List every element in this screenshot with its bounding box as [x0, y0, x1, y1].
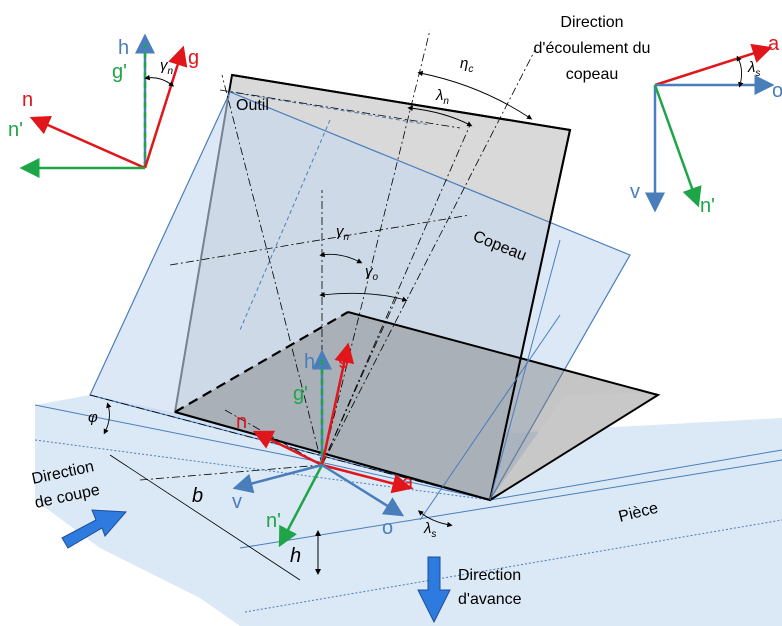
vector-n [252, 430, 323, 467]
angle-arc [417, 70, 533, 120]
edge [34, 439, 491, 501]
feed-label: Direction [458, 567, 521, 584]
angle-symbol: γ [365, 263, 374, 280]
vector-label: o [772, 80, 782, 102]
construction-line [139, 464, 323, 481]
angle-symbol: γ [336, 223, 345, 240]
vector-label: n' [700, 195, 715, 217]
vector-o [321, 463, 405, 517]
angle-label: ηc [460, 55, 473, 75]
angle-subscript: s [431, 529, 436, 540]
angle-symbol: γ [160, 57, 169, 74]
edge [231, 74, 572, 501]
feed-arrow [417, 556, 451, 624]
edge [244, 519, 782, 613]
cut-arrow [61, 509, 128, 549]
vector-label: h [118, 37, 129, 59]
flow-label: copeau [566, 66, 619, 83]
vector-n-prime [278, 464, 324, 548]
edge [229, 91, 431, 126]
angle-label: γn [336, 223, 350, 243]
angle-subscript: c [468, 64, 473, 75]
vector-label: a [402, 472, 414, 494]
vector-v [232, 463, 323, 494]
angle-arc [407, 105, 473, 127]
angle-symbol: η [460, 55, 468, 72]
vector-label: n' [266, 510, 281, 532]
vector-label: h [304, 351, 315, 373]
angle-label: γo [365, 263, 379, 283]
construction-line [221, 74, 323, 466]
angle-subscript: n [344, 232, 350, 243]
vector-label: n' [8, 119, 23, 141]
thickness-label: h [290, 545, 301, 567]
flow-label: Direction [560, 14, 623, 31]
construction-line [321, 29, 431, 466]
vector-label: a [768, 33, 780, 55]
angle-symbol: λ [423, 520, 431, 537]
vector-label: n [236, 411, 247, 433]
edge [239, 459, 782, 549]
workpiece [35, 395, 782, 626]
vector-label: v [630, 181, 640, 203]
construction-line [109, 454, 301, 581]
angle-arc [736, 55, 744, 88]
angle-arc [103, 402, 112, 435]
vector-n-prime [653, 84, 702, 208]
vector-a [654, 43, 773, 87]
edge [419, 314, 561, 521]
angle-arc [319, 251, 363, 264]
construction-line [321, 124, 471, 466]
vector-a [321, 463, 413, 494]
angle-arc [319, 292, 408, 302]
angle-subscript: n [443, 96, 449, 107]
construction-line [89, 394, 491, 501]
vector-label: n [22, 89, 33, 111]
angle-label: λs [747, 59, 760, 79]
angle-label: λs [423, 520, 436, 540]
width-label: b [192, 485, 203, 507]
vector-g [320, 342, 355, 466]
vector-label: g' [293, 383, 308, 405]
angle-subscript: o [373, 272, 379, 283]
angle-label: γn [160, 57, 174, 77]
vector-n [29, 115, 146, 170]
edge [489, 239, 561, 501]
construction-line [169, 214, 471, 266]
edge [174, 311, 349, 413]
vector-label: o [382, 517, 393, 539]
vector-label: g' [112, 61, 127, 83]
flow-label: d'écoulement du [534, 40, 651, 57]
edge [239, 119, 331, 331]
vector-label: g [338, 347, 349, 369]
angle-symbol: λ [435, 87, 443, 104]
vector-label: v [232, 491, 242, 513]
angle-arc [144, 74, 175, 87]
shear-angle-label: φ [88, 409, 98, 426]
vector-label: g [188, 47, 199, 69]
angle-arc [417, 510, 453, 528]
vector-g [143, 45, 188, 169]
angle-label: λn [435, 87, 449, 107]
feed-label: d'avance [458, 591, 522, 608]
angle-subscript: n [168, 66, 174, 77]
angle-symbol: λ [747, 59, 755, 76]
edge [174, 311, 661, 502]
angle-subscript: s [755, 68, 760, 79]
tool-label: Outil [236, 97, 269, 114]
